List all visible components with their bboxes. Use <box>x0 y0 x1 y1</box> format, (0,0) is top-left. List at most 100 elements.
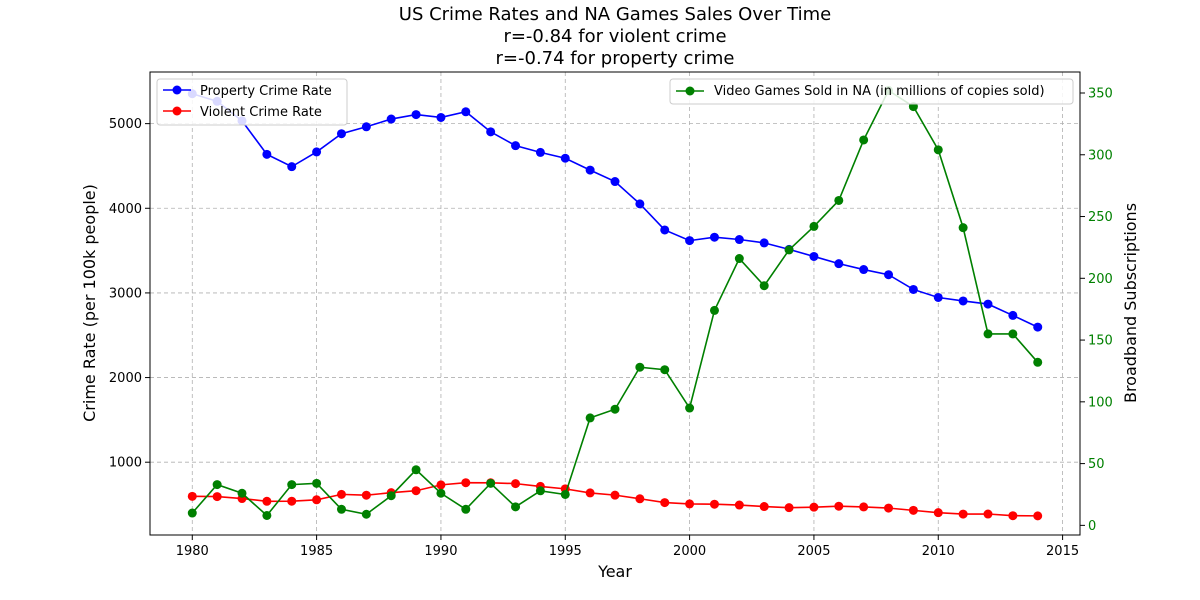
data-point-property-crime <box>660 225 670 235</box>
data-point-property-crime <box>983 299 993 309</box>
data-point-video-games <box>262 510 272 520</box>
legend-right-box <box>669 78 1074 105</box>
data-point-violent-crime <box>709 499 719 509</box>
data-point-violent-crime <box>287 496 297 506</box>
legend-marker-property <box>172 85 182 95</box>
data-point-video-games <box>560 489 570 499</box>
data-point-property-crime <box>834 259 844 269</box>
data-point-video-games <box>610 404 620 414</box>
data-point-property-crime <box>933 292 943 302</box>
data-point-property-crime <box>859 265 869 275</box>
y-left-tick-label: 5000 <box>109 117 142 132</box>
data-point-violent-crime <box>958 509 968 519</box>
data-point-violent-crime <box>834 501 844 511</box>
data-point-property-crime <box>685 236 695 246</box>
y-right-tick-label: 50 <box>1088 457 1105 472</box>
x-tick-label: 1990 <box>424 544 457 559</box>
data-point-property-crime <box>585 165 595 175</box>
data-point-video-games <box>361 509 371 519</box>
data-point-video-games <box>585 413 595 423</box>
data-point-violent-crime <box>685 499 695 509</box>
legend-right: Video Games Sold in NA (in millions of c… <box>669 78 1074 105</box>
data-point-property-crime <box>560 153 570 163</box>
y-left-tick-label: 4000 <box>109 202 142 217</box>
data-point-violent-crime <box>312 495 322 505</box>
data-point-video-games <box>461 504 471 514</box>
x-tick-label: 1985 <box>300 544 333 559</box>
data-point-violent-crime <box>461 478 471 488</box>
data-point-property-crime <box>411 110 421 120</box>
data-point-violent-crime <box>809 502 819 512</box>
y-right-tick-label: 100 <box>1088 395 1113 410</box>
data-point-violent-crime <box>734 500 744 510</box>
data-point-video-games <box>287 480 297 490</box>
data-point-violent-crime <box>983 509 993 519</box>
data-point-property-crime <box>1033 322 1043 332</box>
y-axis-left: 1000 2000 3000 4000 5000 <box>109 117 150 471</box>
data-point-property-crime <box>312 147 322 157</box>
data-point-violent-crime <box>262 496 272 506</box>
data-point-video-games <box>486 478 496 488</box>
data-point-violent-crime <box>784 503 794 513</box>
grid-lines <box>150 72 1080 535</box>
data-point-violent-crime <box>884 503 894 513</box>
y-right-tick-label: 0 <box>1088 519 1096 534</box>
data-point-video-games <box>983 329 993 339</box>
data-point-video-games <box>660 365 670 375</box>
data-point-property-crime <box>908 284 918 294</box>
series-property-crime <box>187 89 1043 332</box>
data-point-property-crime <box>287 162 297 172</box>
data-point-property-crime <box>386 114 396 124</box>
x-tick-label: 1995 <box>549 544 582 559</box>
y-right-tick-label: 150 <box>1088 334 1113 349</box>
data-point-video-games <box>734 254 744 264</box>
x-axis: 1980 1985 1990 1995 2000 2005 2010 2015 <box>176 535 1079 559</box>
x-axis-label: Year <box>597 562 632 581</box>
y-right-tick-label: 300 <box>1088 148 1113 163</box>
legend-marker-violent <box>172 106 182 116</box>
data-point-property-crime <box>759 238 769 248</box>
y-right-tick-label: 250 <box>1088 210 1113 225</box>
data-point-property-crime <box>809 251 819 261</box>
data-point-video-games <box>958 223 968 233</box>
legend-label-violent: Violent Crime Rate <box>200 105 322 120</box>
data-point-video-games <box>709 305 719 315</box>
series-violent-crime <box>187 478 1043 521</box>
data-point-video-games <box>859 135 869 145</box>
y-left-tick-label: 1000 <box>109 456 142 471</box>
data-point-video-games <box>1008 329 1018 339</box>
legend-label-property: Property Crime Rate <box>200 84 332 99</box>
data-point-property-crime <box>436 112 446 122</box>
data-point-violent-crime <box>660 498 670 508</box>
data-point-property-crime <box>610 177 620 187</box>
chart-title-line-3: r=-0.74 for property crime <box>496 48 735 69</box>
data-point-video-games <box>336 504 346 514</box>
data-point-video-games <box>386 491 396 501</box>
legend-label-games: Video Games Sold in NA (in millions of c… <box>714 84 1045 99</box>
legend-left: Property Crime Rate Violent Crime Rate <box>156 78 348 126</box>
y-left-tick-label: 3000 <box>109 286 142 301</box>
data-point-property-crime <box>361 122 371 132</box>
data-point-video-games <box>834 195 844 205</box>
data-point-property-crime <box>486 127 496 137</box>
data-series <box>187 86 1043 521</box>
data-point-property-crime <box>709 232 719 242</box>
data-point-property-crime <box>535 147 545 157</box>
data-point-violent-crime <box>187 491 197 501</box>
data-point-violent-crime <box>411 486 421 496</box>
data-point-property-crime <box>511 141 521 151</box>
x-tick-label: 2015 <box>1046 544 1079 559</box>
chart-title: US Crime Rates and NA Games Sales Over T… <box>399 4 831 69</box>
plot-frame <box>149 71 1081 536</box>
data-point-video-games <box>809 221 819 231</box>
data-point-property-crime <box>958 296 968 306</box>
data-point-violent-crime <box>908 505 918 515</box>
data-point-video-games <box>187 508 197 518</box>
data-point-property-crime <box>336 129 346 139</box>
legend-marker-games <box>685 86 695 96</box>
data-point-violent-crime <box>1033 511 1043 521</box>
data-point-video-games <box>784 245 794 255</box>
data-point-violent-crime <box>511 479 521 489</box>
x-tick-label: 2000 <box>673 544 706 559</box>
